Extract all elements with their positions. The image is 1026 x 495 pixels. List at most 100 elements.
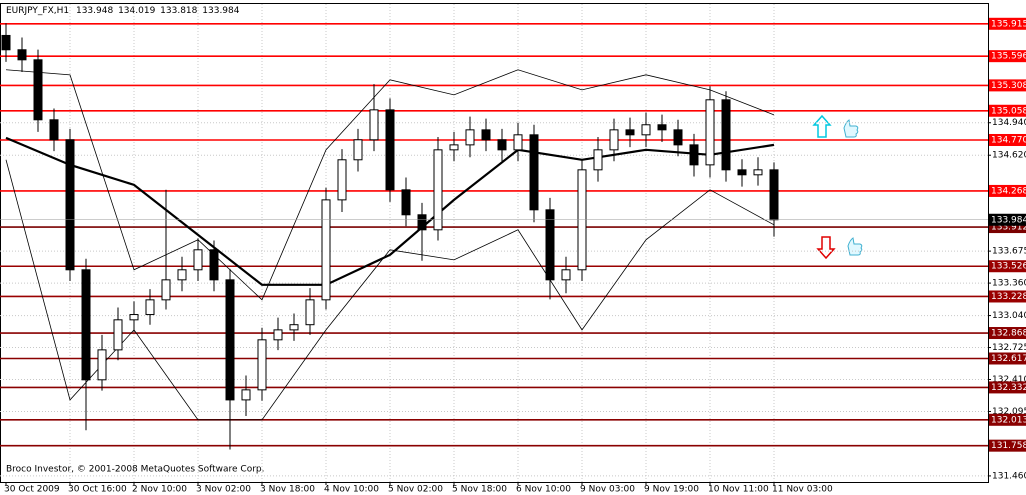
x-tick-label: 9 Nov 19:00 <box>644 485 699 495</box>
level-label-box <box>989 327 1026 340</box>
candle-body <box>337 159 347 201</box>
candle-body <box>289 324 299 331</box>
x-tick-label: 10 Nov 11:00 <box>708 485 769 495</box>
x-tick-label: 3 Nov 02:00 <box>196 485 251 495</box>
candle-body <box>417 214 427 231</box>
candle-body <box>689 144 699 166</box>
level-label-box <box>989 260 1026 273</box>
down-arrow <box>816 236 836 260</box>
y-tick-label: 132.725 <box>992 343 1026 353</box>
level-label: 134.268 <box>991 186 1026 196</box>
level-label: 134.770 <box>991 135 1026 145</box>
candle-body <box>385 109 395 191</box>
level-label-box <box>989 104 1026 117</box>
candle-body <box>81 269 91 381</box>
candle-body <box>625 129 635 136</box>
thumb-icon <box>843 119 859 138</box>
level-label: 135.596 <box>991 52 1026 62</box>
last-price-label: 133.984 <box>991 215 1026 225</box>
copyright: Broco Investor, © 2001-2008 MetaQuotes S… <box>6 465 265 475</box>
level-label-box <box>989 184 1026 197</box>
candle-body <box>209 249 219 281</box>
candle-body <box>561 269 571 281</box>
y-tick-label: 133.360 <box>992 279 1026 289</box>
level-label: 135.058 <box>991 106 1026 116</box>
candle-body <box>465 129 475 146</box>
level-label: 133.912 <box>991 223 1026 233</box>
candle-body <box>529 134 539 211</box>
candle-body <box>17 49 27 61</box>
y-tick-label: 132.095 <box>992 407 1026 417</box>
level-label-box <box>989 79 1026 92</box>
x-tick-label: 4 Nov 10:00 <box>324 485 379 495</box>
candle-body <box>177 269 187 281</box>
candle-body <box>321 199 331 301</box>
moving-average <box>5 136 775 286</box>
candle-body <box>753 169 763 176</box>
plot <box>0 4 988 482</box>
level-label: 135.308 <box>991 81 1026 91</box>
candle-body <box>433 149 443 231</box>
candle-body <box>305 299 315 326</box>
y-tick-label: 133.675 <box>992 247 1026 257</box>
level-label-box <box>989 17 1026 30</box>
level-label-box <box>989 352 1026 365</box>
level-label-box <box>989 413 1026 426</box>
candle-body <box>49 119 59 141</box>
candle-body <box>65 139 75 271</box>
candle-body <box>545 209 555 281</box>
x-tick-label: 5 Nov 18:00 <box>452 485 507 495</box>
level-label-box <box>989 133 1026 146</box>
y-tick-label: 132.410 <box>992 375 1026 385</box>
high-value: 134.019 <box>118 6 155 16</box>
candle-body <box>241 389 251 401</box>
level-label: 132.868 <box>991 329 1026 339</box>
x-tick-label: 5 Nov 02:00 <box>388 485 443 495</box>
candle-body <box>721 99 731 171</box>
close-value: 133.984 <box>202 6 239 16</box>
header: EURJPY_FX,H1 133.948 134.019 133.818 133… <box>6 6 240 16</box>
candle-body <box>193 249 203 271</box>
x-tick-label: 9 Nov 03:00 <box>580 485 635 495</box>
candle-body <box>273 329 283 341</box>
band-upper <box>5 69 775 301</box>
candle-body <box>369 109 379 141</box>
level-label-box <box>989 381 1026 394</box>
candle-body <box>33 59 43 121</box>
candle-body <box>737 169 747 176</box>
candle-body <box>657 124 667 131</box>
candle-body <box>353 139 363 161</box>
level-label: 132.013 <box>991 415 1026 425</box>
up-arrow <box>812 114 832 138</box>
candle-body <box>481 129 491 141</box>
candle-body <box>129 314 139 321</box>
candle-body <box>145 299 155 316</box>
level-label: 133.526 <box>991 262 1026 272</box>
symbol: EURJPY_FX,H1 <box>6 6 69 16</box>
x-tick-label: 30 Oct 16:00 <box>68 485 127 495</box>
candle-body <box>641 124 651 136</box>
y-tick-label: 131.460 <box>992 471 1026 481</box>
candle-body <box>225 279 235 401</box>
level-label: 131.758 <box>991 441 1026 451</box>
candle-body <box>673 129 683 146</box>
candle-body <box>513 134 523 151</box>
level-label-box <box>989 439 1026 452</box>
x-tick-label: 6 Nov 10:00 <box>516 485 571 495</box>
level-label-box <box>989 50 1026 63</box>
candle-body <box>449 144 459 151</box>
y-tick-label: 134.940 <box>992 118 1026 128</box>
x-tick-label: 2 Nov 10:00 <box>132 485 187 495</box>
candle-body <box>497 139 507 151</box>
level-label: 132.617 <box>991 354 1026 364</box>
level-label-box <box>989 290 1026 303</box>
level-label: 132.332 <box>991 383 1026 393</box>
candle-body <box>401 189 411 216</box>
x-tick-label: 30 Oct 2009 <box>4 485 60 495</box>
low-value: 133.818 <box>160 6 197 16</box>
candle-body <box>609 129 619 151</box>
y-tick-label: 134.620 <box>992 151 1026 161</box>
candle-body <box>1 34 11 51</box>
y-tick-label: 133.040 <box>992 311 1026 321</box>
